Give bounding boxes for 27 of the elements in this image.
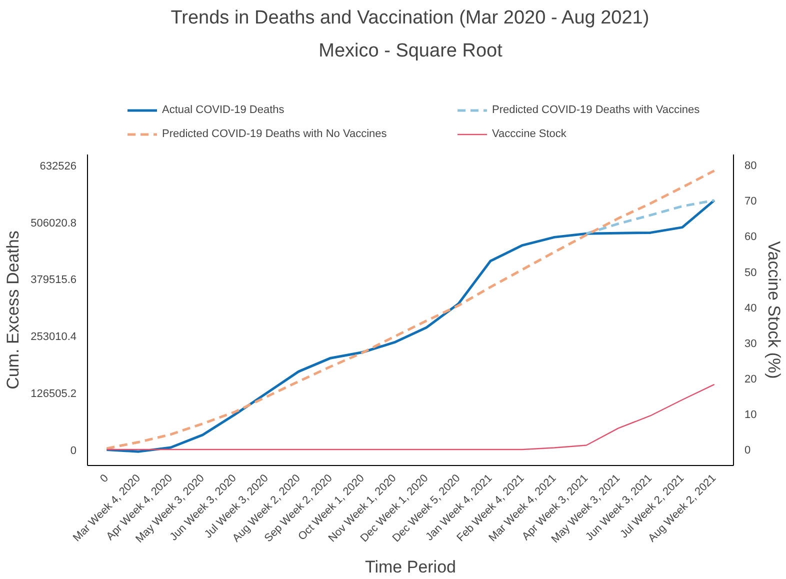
y-axis-title: Cum. Excess Deaths — [4, 230, 23, 390]
y2-tick-label: 70 — [744, 196, 757, 208]
line-series — [106, 384, 715, 450]
y2-tick-label: 0 — [744, 444, 751, 457]
y2-tick-label: 60 — [744, 231, 757, 244]
chart-subtitle: Mexico - Square Root — [318, 40, 504, 62]
line-series — [585, 199, 716, 235]
y-tick-label: 632526 — [40, 160, 77, 172]
y-tick-label: 506020.8 — [30, 217, 77, 230]
y2-axis-title: Vaccine Stock (%) — [764, 241, 784, 379]
y-tick-label: 379515.6 — [30, 274, 77, 286]
y2-tick-label: 40 — [744, 302, 757, 314]
legend-label: Vacccine Stock — [492, 128, 566, 140]
y2-tick-label: 80 — [744, 160, 757, 172]
legend-label: Predicted COVID-19 Deaths with Vaccines — [492, 104, 700, 116]
y2-tick-label: 50 — [744, 266, 757, 279]
chart-title: Trends in Deaths and Vaccination (Mar 2020 - Aug 2021) — [170, 8, 650, 28]
x-axis-title: Time Period — [364, 558, 456, 577]
y2-tick-label: 30 — [744, 338, 757, 350]
y-tick-label: 126505.2 — [30, 388, 77, 400]
legend-label: Actual COVID-19 Deaths — [162, 104, 284, 116]
legend-label: Predicted COVID-19 Deaths with No Vaccines — [162, 128, 387, 140]
y-tick-label: 0 — [70, 444, 77, 457]
y2-tick-label: 20 — [744, 373, 757, 386]
x-tick-label: 0 — [98, 472, 111, 486]
y2-tick-label: 10 — [744, 408, 757, 421]
y-tick-label: 253010.4 — [30, 331, 77, 344]
